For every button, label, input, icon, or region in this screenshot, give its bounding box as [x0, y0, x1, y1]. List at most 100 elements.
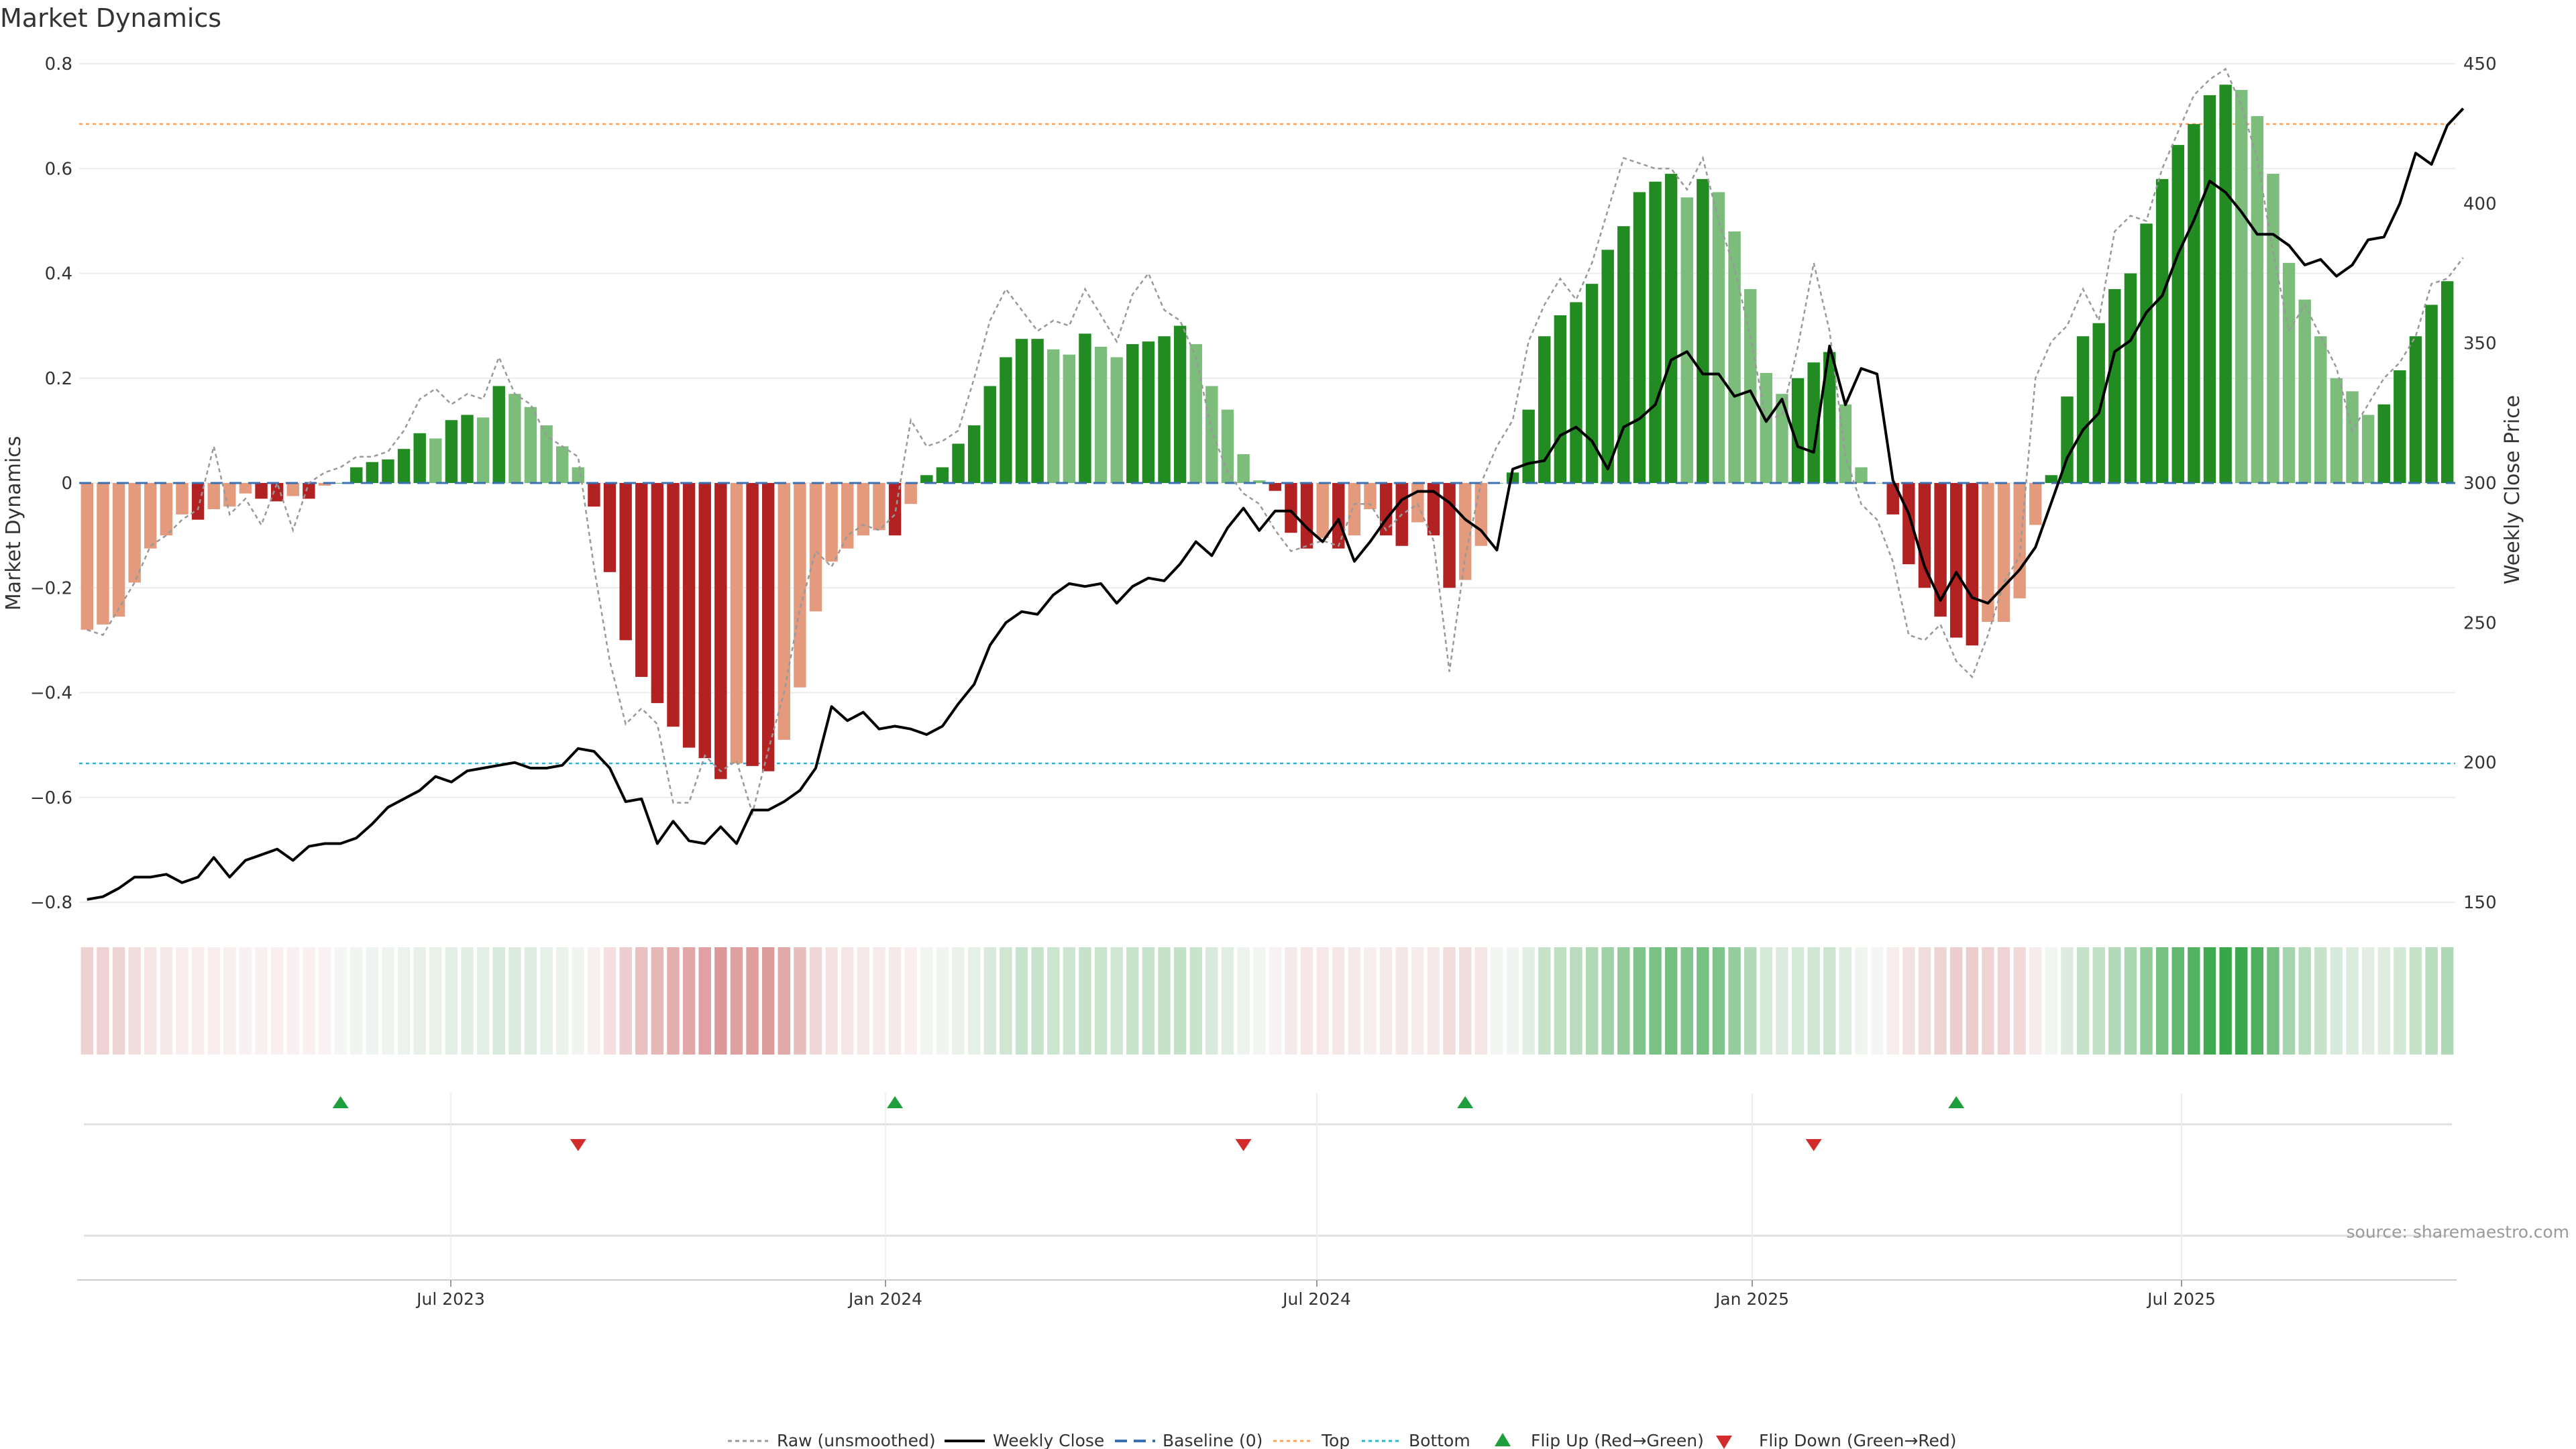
- bar: [1427, 483, 1440, 536]
- heat-cell: [524, 947, 537, 1055]
- heat-cell: [730, 947, 743, 1055]
- heat-cell: [2267, 947, 2279, 1055]
- heat-cell: [382, 947, 394, 1055]
- heat-cell: [1237, 947, 1250, 1055]
- bar: [809, 483, 822, 612]
- heat-cell: [1601, 947, 1614, 1055]
- heat-cell: [2188, 947, 2200, 1055]
- heat-cell: [572, 947, 585, 1055]
- bar: [777, 483, 791, 740]
- bar: [80, 483, 94, 630]
- heat-cell: [1617, 947, 1630, 1055]
- heat-cell: [1126, 947, 1139, 1055]
- heat-cell: [1316, 947, 1329, 1055]
- bar: [1110, 357, 1123, 483]
- bar: [1316, 483, 1329, 539]
- bar: [1189, 343, 1202, 483]
- heat-cell: [413, 947, 426, 1055]
- heat-cell: [1015, 947, 1028, 1055]
- heat-cell: [777, 947, 791, 1055]
- bar: [2124, 273, 2137, 483]
- bar: [2013, 483, 2026, 598]
- bar: [746, 483, 759, 766]
- bar: [904, 483, 917, 504]
- heat-cell: [1966, 947, 1979, 1055]
- heat-cell: [888, 947, 902, 1055]
- heat-cell: [682, 947, 696, 1055]
- bar: [761, 483, 775, 771]
- bar: [1348, 483, 1361, 536]
- flip-up-marker: [332, 1096, 349, 1108]
- bar: [160, 483, 173, 536]
- heat-cell: [952, 947, 965, 1055]
- bar: [1285, 483, 1297, 533]
- bar: [1443, 483, 1456, 588]
- heat-cell: [603, 947, 616, 1055]
- bar: [1886, 483, 1899, 515]
- bar: [2092, 323, 2105, 483]
- bar: [366, 462, 379, 483]
- heat-cell: [508, 947, 521, 1055]
- heat-cell: [1649, 947, 1662, 1055]
- heat-cell: [651, 947, 664, 1055]
- legend-top-label: Top: [1321, 1431, 1350, 1449]
- bar: [1063, 354, 1076, 483]
- bar: [1031, 339, 1044, 483]
- heat-cell: [2394, 947, 2406, 1055]
- legend-close-label: Weekly Close: [993, 1431, 1104, 1449]
- heat-cell: [1364, 947, 1377, 1055]
- bar: [873, 483, 885, 531]
- heat-cell: [1395, 947, 1408, 1055]
- heat-cell: [1934, 947, 1947, 1055]
- bar: [1855, 467, 1868, 483]
- bar: [1728, 231, 1741, 483]
- bar: [1633, 192, 1646, 483]
- x-tick-label: Jul 2024: [1281, 1289, 1351, 1309]
- heat-cell: [1094, 947, 1108, 1055]
- bar: [334, 483, 347, 484]
- bar: [967, 425, 981, 483]
- heat-cell: [809, 947, 822, 1055]
- bar: [2377, 404, 2390, 483]
- heat-cell: [2330, 947, 2343, 1055]
- bar: [2219, 85, 2232, 483]
- heat-cell: [2029, 947, 2042, 1055]
- bar: [2394, 370, 2406, 483]
- heat-cell: [366, 947, 379, 1055]
- bar: [1570, 302, 1582, 483]
- heat-cell: [1063, 947, 1076, 1055]
- legend-raw-label: Raw (unsmoothed): [777, 1431, 936, 1449]
- heat-cell: [1760, 947, 1773, 1055]
- bar: [1617, 226, 1630, 483]
- heat-cell: [1047, 947, 1060, 1055]
- heat-cell: [223, 947, 236, 1055]
- bars-group: [80, 85, 2454, 780]
- heat-cell: [2282, 947, 2296, 1055]
- source-note: source: sharemaestro.com: [2347, 1222, 2570, 1242]
- heat-cell: [1379, 947, 1393, 1055]
- heat-cell: [540, 947, 553, 1055]
- left-tick-label: 0: [61, 474, 72, 494]
- heat-cell: [2377, 947, 2390, 1055]
- heat-cell: [176, 947, 189, 1055]
- bar: [936, 467, 949, 483]
- bar: [2346, 391, 2359, 483]
- bar: [1760, 372, 1773, 483]
- bar: [555, 446, 569, 483]
- heat-cell: [1205, 947, 1218, 1055]
- left-tick-label: 0.4: [45, 264, 72, 284]
- bar: [2108, 288, 2121, 483]
- bar: [2171, 145, 2184, 483]
- heat-cell: [761, 947, 775, 1055]
- x-tick-label: Jan 2025: [1714, 1289, 1789, 1309]
- x-tick-label: Jan 2024: [847, 1289, 922, 1309]
- bar: [952, 443, 965, 483]
- heat-cell: [2346, 947, 2359, 1055]
- heat-cell: [904, 947, 917, 1055]
- heat-cell: [2061, 947, 2074, 1055]
- heat-cell: [2409, 947, 2422, 1055]
- bar: [1237, 454, 1250, 483]
- flip-up-marker: [887, 1096, 904, 1108]
- bar: [2409, 336, 2422, 483]
